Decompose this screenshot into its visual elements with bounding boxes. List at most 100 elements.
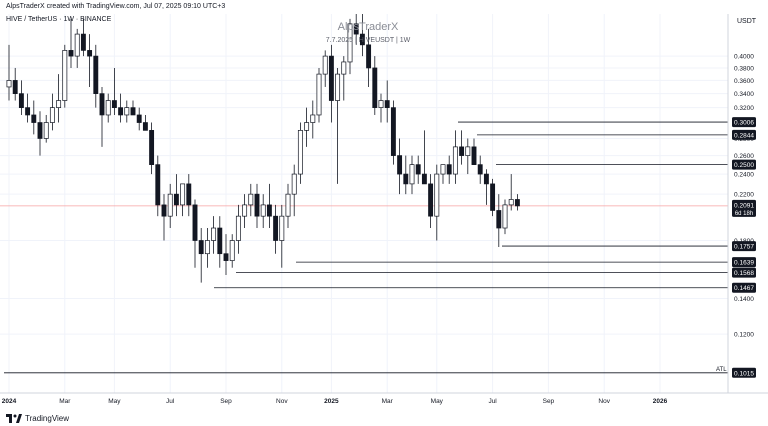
candle-body	[149, 130, 155, 165]
candle-body	[87, 50, 93, 57]
candle-body	[279, 215, 285, 241]
candle-body	[12, 80, 18, 94]
candle-body	[384, 100, 390, 108]
candle	[502, 199, 508, 235]
candle-body	[56, 100, 62, 108]
level-price-label: 0.1015	[732, 367, 756, 378]
candle-body	[25, 107, 31, 116]
candle	[173, 174, 179, 217]
y-tick-label: 0.1400	[734, 296, 754, 303]
level-price-label: 0.3006	[732, 117, 756, 128]
candle-body	[335, 73, 341, 101]
candle-body	[266, 204, 272, 217]
candle-body	[260, 204, 266, 217]
price-axis[interactable]: 0.40000.38000.36000.34000.32000.28000.26…	[734, 54, 754, 339]
level-label-text: 0.1015	[734, 370, 754, 377]
candle-body	[223, 253, 229, 261]
candle-body	[49, 107, 55, 123]
watermark-title: AlpsTraderX	[337, 21, 399, 33]
candle-body	[136, 114, 142, 123]
candle	[80, 18, 86, 57]
candle	[353, 14, 359, 45]
candle	[130, 100, 136, 116]
candle	[471, 138, 477, 165]
candle-body	[490, 183, 496, 211]
candle-body	[62, 50, 68, 101]
candle	[211, 216, 217, 254]
candle	[421, 130, 427, 185]
y-tick-label: 0.4000	[734, 54, 754, 61]
candle	[285, 183, 291, 229]
x-tick-label: Mar	[382, 398, 394, 405]
candle-body	[415, 164, 421, 175]
candle-body	[99, 93, 105, 116]
candle	[403, 155, 409, 195]
candle	[12, 67, 18, 101]
candle	[161, 194, 167, 241]
candle	[186, 174, 192, 217]
candle-body	[316, 73, 322, 116]
candle-body	[496, 210, 502, 229]
candle	[43, 114, 49, 143]
candle	[390, 100, 396, 165]
candle	[465, 138, 471, 175]
y-tick-label: 0.3400	[734, 91, 754, 98]
candle	[87, 34, 93, 87]
candle-body	[124, 107, 130, 116]
candle-body	[372, 67, 378, 108]
candle	[459, 130, 465, 165]
level-label-bg	[732, 159, 756, 170]
candle	[446, 155, 452, 184]
candle	[62, 44, 68, 108]
candle-body	[217, 227, 223, 255]
time-axis[interactable]: 2024 Mar May Jul Sep Nov 2025 Mar May Jul Sep Nov 20…	[2, 398, 668, 405]
candle	[229, 234, 235, 268]
candle	[105, 93, 111, 123]
candle	[167, 183, 173, 229]
x-tick-label: Nov	[276, 398, 288, 405]
level-label-bg	[732, 367, 756, 378]
candle	[192, 199, 198, 268]
x-tick-label: 2024	[2, 398, 17, 405]
tradingview-logo[interactable]: TradingView	[6, 412, 69, 424]
candle	[335, 67, 341, 184]
candle	[378, 93, 384, 123]
candle-body	[204, 240, 210, 255]
credit-line: AlpsTraderX created with TradingView.com…	[6, 3, 226, 10]
candle-body	[446, 164, 452, 175]
y-tick-label: 0.3200	[734, 105, 754, 112]
y-tick-label: 0.1200	[734, 332, 754, 339]
x-tick-label: Sep	[220, 398, 232, 405]
candle	[366, 28, 372, 87]
candle	[25, 93, 31, 123]
candle-body	[421, 173, 427, 185]
y-tick-label: 0.3800	[734, 65, 754, 72]
candle	[384, 80, 390, 123]
candle	[260, 194, 266, 229]
candle	[490, 178, 496, 217]
level-price-label: 0.2500	[732, 159, 756, 170]
candle-body	[273, 215, 279, 241]
x-tick-label: 2026	[653, 398, 668, 405]
candle-body	[378, 100, 384, 108]
candle	[409, 155, 415, 195]
x-tick-label: Jul	[166, 398, 175, 405]
candle-body	[242, 204, 248, 217]
level-label-bg	[732, 267, 756, 278]
x-tick-label: May	[108, 398, 121, 405]
y-tick-label: 0.2200	[734, 192, 754, 199]
candle	[18, 80, 24, 115]
candle-body	[142, 122, 148, 131]
candle-body	[93, 55, 99, 94]
candle	[297, 122, 303, 184]
symbol-line[interactable]: HIVE / TetherUS · 1W · BINANCE	[6, 16, 112, 23]
candle-body	[192, 204, 198, 241]
candle-body	[291, 173, 297, 195]
candle	[428, 174, 434, 229]
candle-body	[465, 146, 471, 156]
x-tick-label: May	[431, 398, 444, 405]
candle	[99, 86, 105, 147]
candle-body	[43, 122, 49, 139]
